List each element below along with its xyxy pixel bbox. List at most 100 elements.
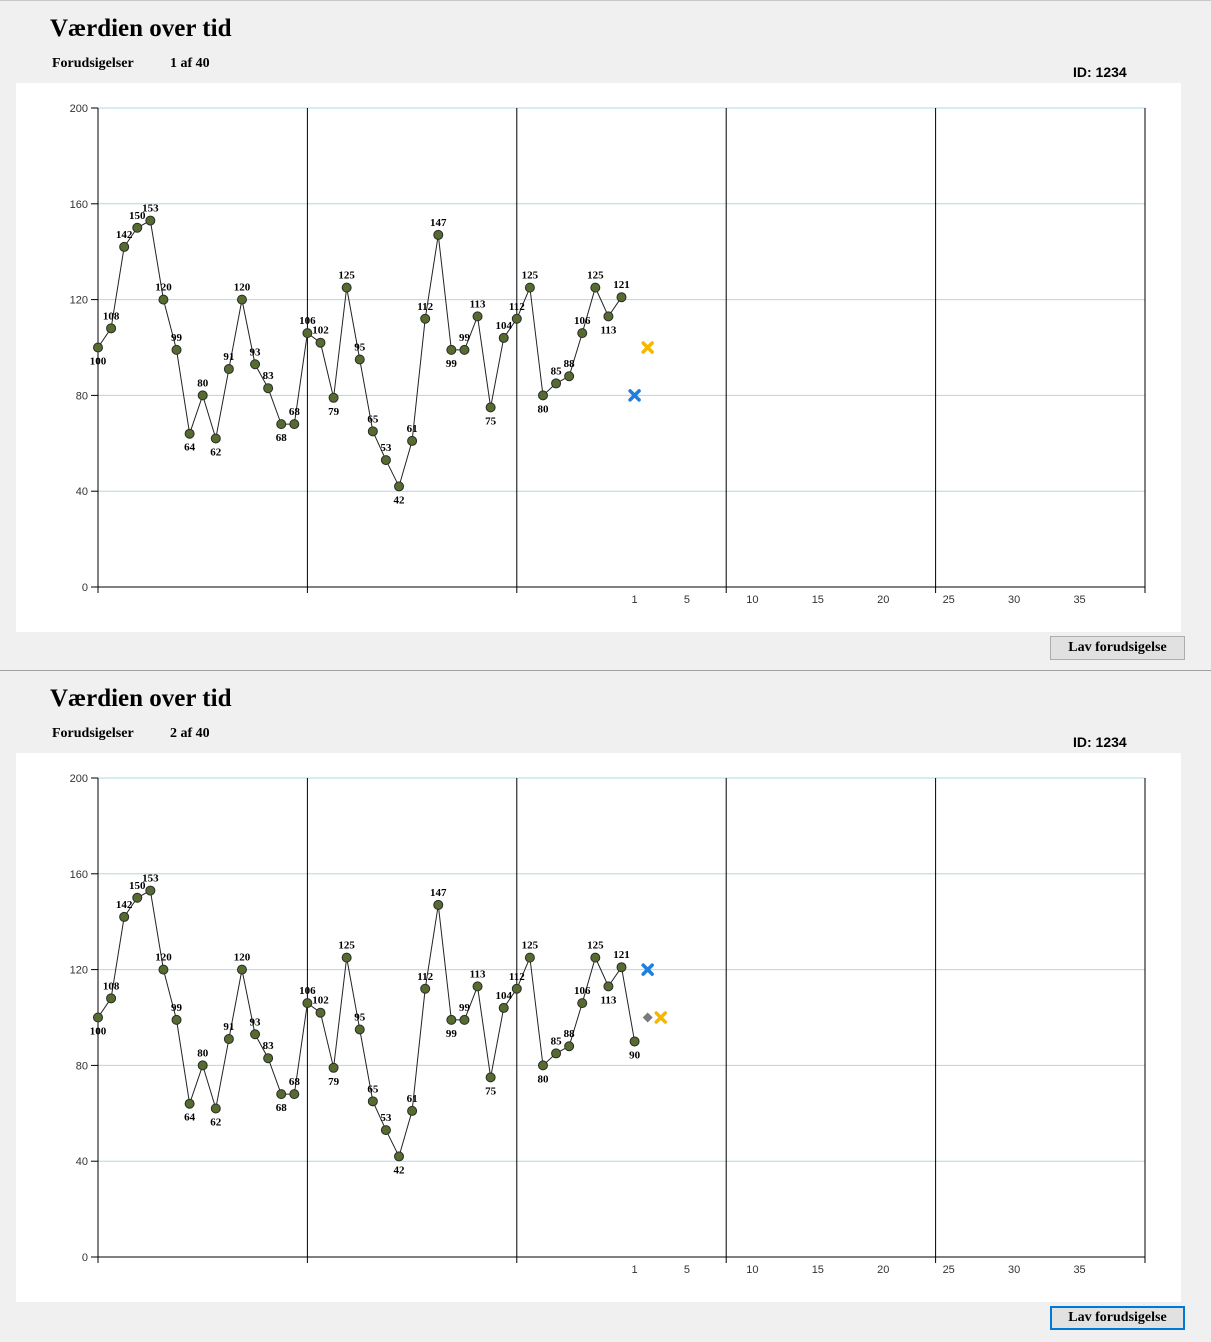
data-point xyxy=(341,952,352,963)
data-label: 83 xyxy=(263,1040,275,1052)
data-label: 99 xyxy=(459,332,471,344)
data-point xyxy=(367,1096,378,1107)
data-point xyxy=(629,1036,640,1047)
data-label: 125 xyxy=(587,270,604,282)
data-point xyxy=(564,1041,575,1052)
prediction-marker xyxy=(641,963,654,976)
x-tick-label: 25 xyxy=(943,1264,955,1276)
data-label: 42 xyxy=(394,1164,406,1176)
data-point xyxy=(197,390,208,401)
data-label: 113 xyxy=(470,298,486,310)
x-tick-label: 10 xyxy=(746,594,758,606)
data-point xyxy=(537,390,548,401)
data-label: 150 xyxy=(129,210,146,222)
data-label: 113 xyxy=(600,324,616,336)
x-tick-label: 35 xyxy=(1073,594,1085,606)
data-point xyxy=(485,1072,496,1083)
data-point xyxy=(616,292,627,303)
data-point xyxy=(577,998,588,1009)
data-point xyxy=(551,378,562,389)
data-label: 113 xyxy=(600,994,616,1006)
data-label: 88 xyxy=(564,358,576,370)
data-point xyxy=(315,337,326,348)
data-point xyxy=(354,1024,365,1035)
data-point xyxy=(315,1007,326,1018)
predict-button[interactable]: Lav forudsigelse xyxy=(1050,1306,1185,1330)
data-point xyxy=(551,1048,562,1059)
data-label: 61 xyxy=(407,423,418,435)
data-label: 99 xyxy=(171,332,183,344)
data-label: 121 xyxy=(613,279,630,291)
data-label: 93 xyxy=(250,1016,261,1028)
counter: 2 af 40 xyxy=(170,726,210,741)
data-label: 125 xyxy=(587,940,604,952)
data-point xyxy=(236,294,247,305)
data-point xyxy=(603,311,614,322)
data-point xyxy=(485,402,496,413)
id-label: ID: 1234 xyxy=(1073,734,1127,750)
data-point xyxy=(276,419,287,430)
data-label: 68 xyxy=(289,406,301,418)
data-point xyxy=(472,981,483,992)
y-tick-label: 160 xyxy=(70,199,88,211)
data-point xyxy=(511,313,522,324)
x-tick-label: 15 xyxy=(812,1264,824,1276)
data-label: 91 xyxy=(223,1021,234,1033)
x-tick-label: 30 xyxy=(1008,594,1020,606)
data-label: 65 xyxy=(367,413,379,425)
data-label: 99 xyxy=(171,1002,183,1014)
x-tick-label: 5 xyxy=(684,1264,690,1276)
data-label: 153 xyxy=(142,203,159,215)
data-label: 102 xyxy=(312,995,329,1007)
data-point xyxy=(289,1089,300,1100)
data-point xyxy=(145,215,156,226)
data-point xyxy=(119,241,130,252)
counter: 1 af 40 xyxy=(170,56,210,71)
chart-area: 0 40 80 120 160 200 1 5 10 15 20 25 30 35 100 108 142 150… xyxy=(16,83,1181,632)
data-label: 68 xyxy=(289,1076,301,1088)
y-tick-label: 0 xyxy=(82,1252,88,1264)
data-label: 112 xyxy=(509,971,525,983)
x-tick-label: 15 xyxy=(812,594,824,606)
data-point xyxy=(603,981,614,992)
forecast-panel: Værdien over tid Forudsigelser 2 af 40 I… xyxy=(0,670,1211,1342)
data-label: 93 xyxy=(250,346,261,358)
data-label: 102 xyxy=(312,325,329,337)
data-label: 108 xyxy=(103,310,120,322)
counter-label: Forudsigelser xyxy=(52,726,134,741)
data-label: 85 xyxy=(551,365,563,377)
data-point xyxy=(184,428,195,439)
data-point xyxy=(459,344,470,355)
data-point xyxy=(250,1029,261,1040)
data-label: 125 xyxy=(522,940,539,952)
y-tick-label: 40 xyxy=(76,1156,88,1168)
data-point xyxy=(302,328,313,339)
data-label: 106 xyxy=(299,985,316,997)
data-point xyxy=(433,899,444,910)
data-label: 61 xyxy=(407,1093,418,1105)
data-label: 95 xyxy=(354,341,366,353)
data-point xyxy=(197,1060,208,1071)
data-label: 104 xyxy=(495,320,512,332)
x-tick-label: 30 xyxy=(1008,1264,1020,1276)
data-label: 120 xyxy=(155,952,172,964)
data-label: 120 xyxy=(234,952,251,964)
data-point xyxy=(106,993,117,1004)
x-tick-label: 5 xyxy=(684,594,690,606)
x-tick-label: 20 xyxy=(877,594,889,606)
data-point xyxy=(472,311,483,322)
y-tick-label: 120 xyxy=(70,295,88,307)
data-label: 99 xyxy=(446,1028,458,1040)
data-point xyxy=(210,433,221,444)
y-tick-label: 80 xyxy=(76,390,88,402)
data-point xyxy=(498,1002,509,1013)
data-point xyxy=(590,282,601,293)
data-point xyxy=(407,435,418,446)
prediction-marker xyxy=(642,1012,653,1023)
data-point xyxy=(223,1034,234,1045)
y-tick-label: 0 xyxy=(82,582,88,594)
predict-button[interactable]: Lav forudsigelse xyxy=(1050,636,1185,660)
data-point xyxy=(289,419,300,430)
